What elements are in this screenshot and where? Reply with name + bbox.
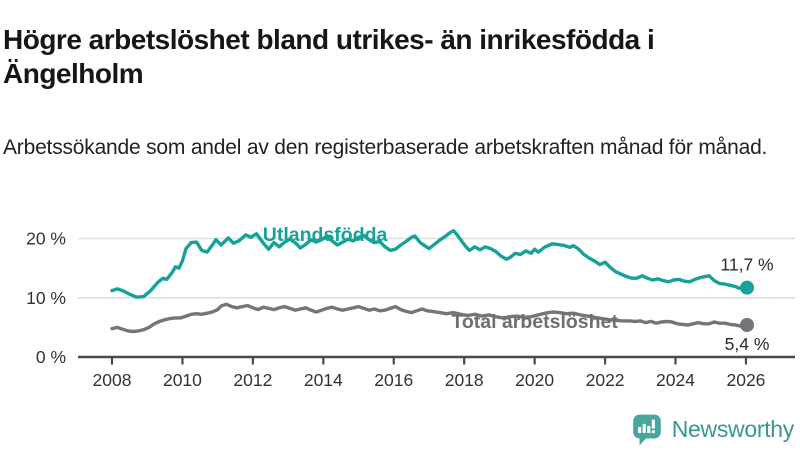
series-line-utlandsf-dda: [110, 229, 749, 299]
series-endpoint-dot: [740, 280, 755, 295]
newsworthy-wordmark: Newsworthy: [671, 416, 795, 442]
x-tick-label: 2024: [656, 370, 695, 390]
series-line-total-arbetsl-shet: [110, 302, 749, 334]
chart-subtitle: Arbetssökande som andel av den registerb…: [3, 136, 768, 159]
unemployment-line-chart: 0 % 10 % 20 % 2008 2010 2012 2014 2016 2018 2020 2…: [26, 224, 795, 390]
x-tick-label: 2022: [586, 370, 625, 390]
y-tick-label: 0 %: [36, 347, 66, 367]
end-value-label: 5,4 %: [725, 334, 770, 354]
series-name-label: Total arbetslöshet: [451, 311, 618, 333]
series-endpoint-dot: [740, 318, 755, 333]
x-tick-label: 2010: [163, 370, 202, 390]
end-value-label: 11,7 %: [720, 255, 773, 275]
x-tick-label: 2016: [374, 370, 413, 390]
x-tick-label: 2020: [515, 370, 554, 390]
series-name-label: Utlandsfödda: [263, 224, 388, 246]
x-tick-label: 2018: [445, 370, 484, 390]
x-tick-label: 2026: [726, 370, 765, 390]
newsworthy-chart-bubble-icon: [632, 414, 661, 446]
x-tick-label: 2008: [93, 370, 132, 390]
page-title: Högre arbetslöshet bland utrikes- än inr…: [3, 23, 655, 89]
y-tick-label: 20 %: [26, 229, 66, 249]
x-tick-label: 2014: [304, 370, 343, 390]
newsworthy-logo: Newsworthy: [630, 412, 794, 447]
y-tick-label: 10 %: [26, 288, 66, 308]
x-tick-label: 2012: [233, 370, 272, 390]
